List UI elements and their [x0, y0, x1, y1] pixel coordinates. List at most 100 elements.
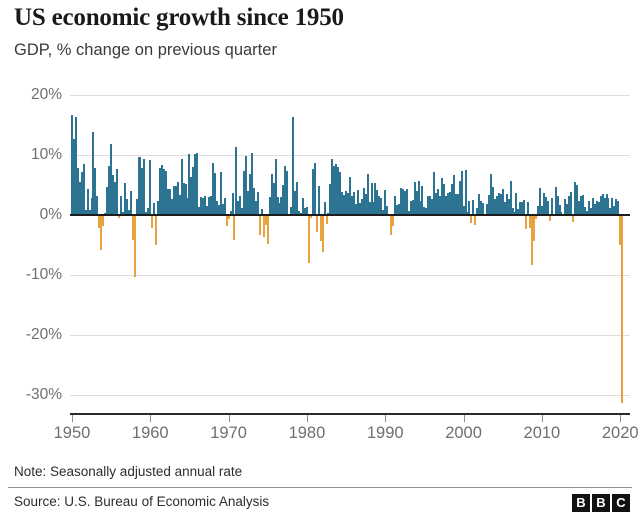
- bar: [533, 215, 536, 242]
- bar: [497, 193, 500, 215]
- bar: [472, 200, 475, 215]
- bar: [347, 193, 350, 215]
- y-axis-labels: 20% 10% 0% -10% -20% -30%: [0, 86, 62, 413]
- bar: [172, 185, 175, 215]
- x-axis-tick-label: 2020: [601, 424, 639, 442]
- bar: [476, 208, 479, 215]
- bar: [603, 198, 606, 215]
- bar: [587, 200, 590, 215]
- bar: [513, 212, 516, 215]
- bar: [372, 202, 375, 215]
- bar: [558, 204, 561, 215]
- bar: [176, 182, 179, 215]
- bar: [352, 192, 355, 215]
- bar: [489, 174, 492, 215]
- bar: [264, 215, 267, 225]
- y-axis-tick-label: -10%: [25, 266, 62, 283]
- bar: [407, 210, 410, 215]
- bar: [192, 167, 195, 215]
- bar: [507, 199, 510, 215]
- x-axis-tick: [228, 415, 230, 422]
- bar: [278, 203, 281, 215]
- x-axis-labels: 1950 1960 1970 1980 1990 2000 2010 2020: [54, 424, 639, 448]
- y-axis-tick-label: 10%: [30, 146, 62, 163]
- bar: [184, 184, 187, 215]
- bar: [460, 170, 463, 215]
- bar: [178, 195, 181, 215]
- bar: [260, 209, 263, 215]
- bar: [572, 215, 575, 222]
- bar: [137, 157, 140, 215]
- bar: [104, 212, 107, 215]
- bar: [425, 207, 428, 215]
- bar: [564, 198, 567, 215]
- bar: [294, 191, 297, 215]
- bar: [609, 208, 612, 215]
- bar: [343, 195, 346, 215]
- bar: [593, 204, 596, 215]
- bar: [390, 215, 393, 236]
- bar: [452, 174, 455, 215]
- x-axis-tick: [71, 415, 73, 422]
- bar: [335, 164, 338, 215]
- bar: [417, 181, 420, 215]
- bar: [139, 156, 142, 215]
- bar: [317, 185, 320, 215]
- bar: [566, 204, 569, 215]
- bar: [395, 204, 398, 215]
- bar: [84, 209, 87, 215]
- bar: [315, 215, 318, 233]
- bar: [548, 215, 551, 221]
- bar: [613, 206, 616, 215]
- bar: [303, 208, 306, 215]
- bar: [427, 195, 430, 215]
- bar: [125, 199, 128, 215]
- gridline: [70, 395, 630, 396]
- bar: [108, 166, 111, 215]
- footer-divider: [8, 487, 632, 488]
- bar: [300, 212, 303, 215]
- bar: [282, 185, 285, 215]
- bar: [576, 185, 579, 215]
- bar: [486, 203, 489, 215]
- bar: [121, 212, 124, 215]
- bar: [333, 166, 336, 215]
- bar: [466, 212, 469, 215]
- bar: [305, 207, 308, 215]
- bar: [227, 215, 230, 219]
- bar: [517, 209, 520, 215]
- bar: [211, 163, 214, 215]
- bar: [341, 191, 344, 215]
- bar: [162, 169, 165, 215]
- gridline: [70, 275, 630, 276]
- bar: [544, 197, 547, 215]
- x-axis-line: [70, 413, 630, 415]
- bar: [509, 181, 512, 215]
- bar: [399, 188, 402, 215]
- bar: [251, 153, 254, 215]
- bar: [241, 208, 244, 215]
- bar: [364, 194, 367, 215]
- bar: [249, 174, 252, 215]
- bar: [470, 215, 473, 223]
- bar: [362, 188, 365, 215]
- bar: [431, 198, 434, 215]
- bar: [349, 177, 351, 215]
- bar: [174, 185, 177, 215]
- bar: [360, 199, 363, 215]
- bar: [531, 215, 534, 266]
- bar: [540, 206, 543, 215]
- bar: [378, 196, 381, 215]
- bar: [135, 199, 138, 215]
- bar: [578, 201, 581, 215]
- x-axis-tick: [306, 415, 308, 422]
- bar: [546, 200, 549, 215]
- bar: [345, 191, 348, 215]
- bar: [339, 172, 342, 215]
- bar: [186, 197, 189, 215]
- bar: [523, 200, 526, 215]
- bar: [161, 165, 164, 215]
- bar: [90, 197, 93, 215]
- bar: [529, 215, 532, 228]
